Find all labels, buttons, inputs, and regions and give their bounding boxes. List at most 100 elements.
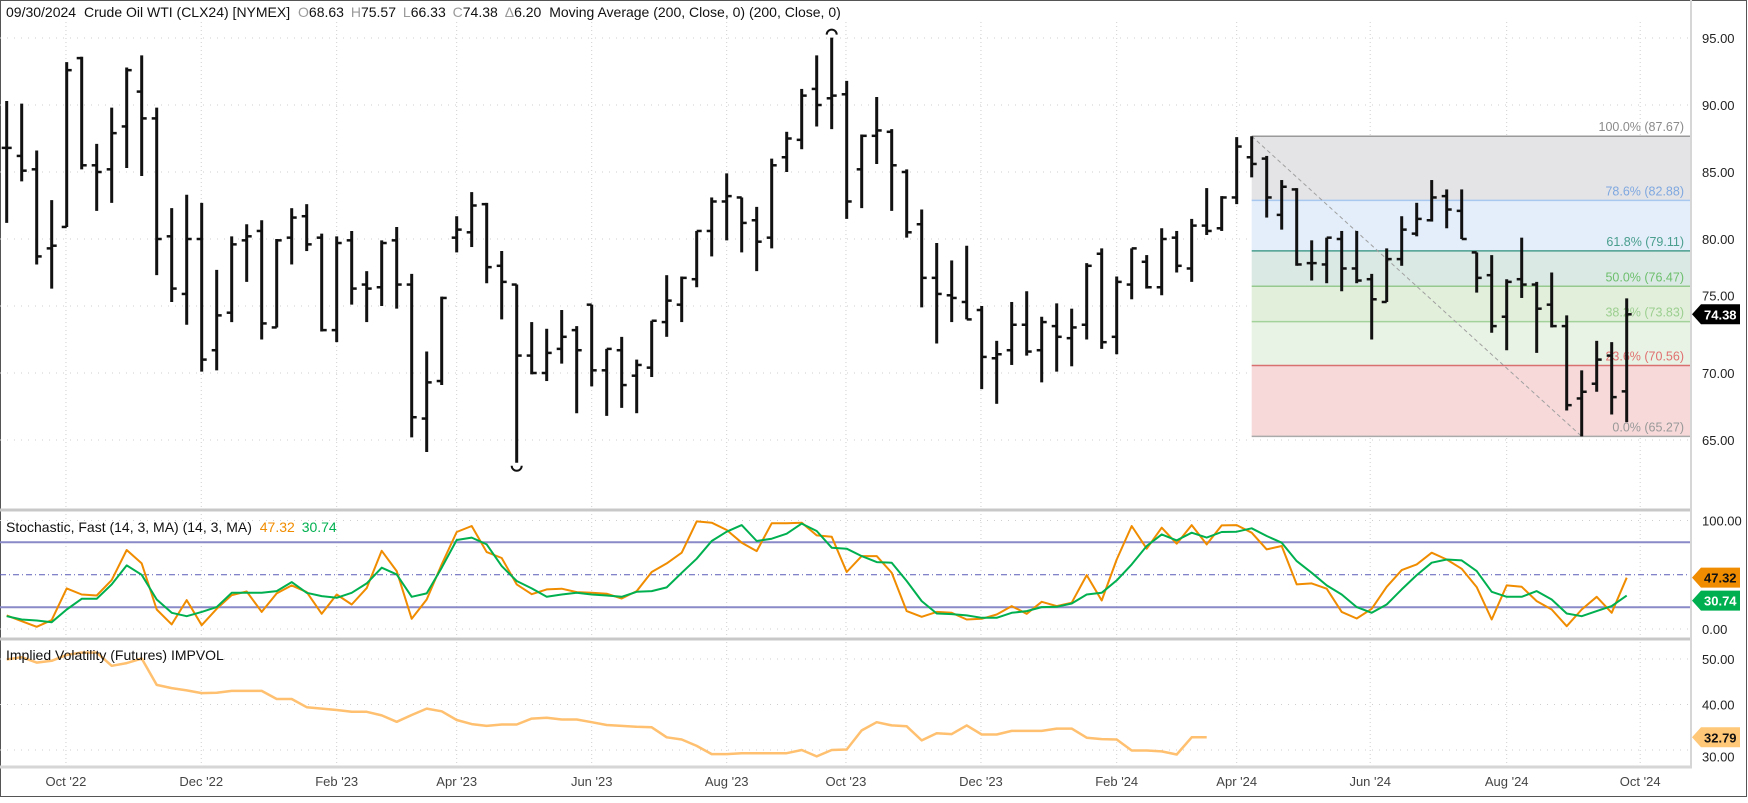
fib-zone [1251,286,1690,322]
ohlc-bar [751,206,762,272]
stochastic-k-tag: 47.32 [1692,567,1740,588]
implied-volatility-panel [6,651,1207,758]
ohlc-bar [646,319,657,378]
ohlc-bar [1021,291,1032,356]
ohlc-bar [1366,273,1377,340]
fibonacci-retracement[interactable]: 100.0% (87.67) 78.6% (82.88) 61.8% (79.11)… [1251,120,1690,438]
ohlc-bar [1381,248,1392,304]
stochastic-title-text: Stochastic, Fast (14, 3, MA) (14, 3, MA) [6,519,252,535]
ohlc-bar [616,336,627,408]
ohlc-bar [1606,342,1617,415]
change-value: 6.20 [514,4,541,20]
stochastic-panel [0,520,1690,628]
stochastic-d-line [6,522,1628,624]
stochastic-d-tag-text: 30.74 [1704,594,1737,609]
ohlc-bar [496,251,507,320]
x-tick-label: Oct '23 [826,774,867,789]
x-tick-label: Jun '23 [571,774,613,789]
ohlc-bar [1576,370,1587,437]
ohlc-bar [121,67,132,168]
open-value: 68.63 [309,4,344,20]
ohlc-bar [376,240,387,306]
ohlc-bar [196,202,207,372]
ohlc-bar [1276,180,1287,230]
y-tick-label: 0.00 [1702,622,1727,637]
ohlc-bar [571,326,582,414]
header-date: 09/30/2024 [6,4,76,20]
y-tick-label: 65.00 [1702,433,1735,448]
x-tick-label: Apr '23 [436,774,477,789]
ohlc-bar [781,131,792,172]
y-tick-label: 95.00 [1702,31,1735,46]
ohlc-bar [961,245,972,321]
change-label: Δ [505,4,514,20]
stochastic-k-line [6,520,1628,628]
ohlc-bar [661,275,672,337]
ohlc-bar [436,296,447,386]
ohlc-bar [151,107,162,276]
ohlc-bar [1246,136,1257,178]
ohlc-bar [16,103,27,182]
ohlc-bar [526,322,537,375]
ohlc-bar [991,340,1002,404]
ohlc-bar [391,226,402,309]
ohlc-bar [766,158,777,249]
ohlc-bar [481,202,492,284]
ohlc-bar [76,56,87,170]
fib-level-label: 78.6% (82.88) [1605,184,1684,198]
fib-zone [1251,200,1690,251]
ohlc-bar [826,37,837,130]
ohlc-bar [1111,276,1122,355]
ohlc-bar [676,276,687,323]
ohlc-bar [241,224,252,282]
ohlc-bar [91,143,102,211]
ohlc-bar [1561,315,1572,411]
ohlc-bar [691,229,702,288]
ohlc-bar [1546,272,1557,328]
fib-level-label: 50.0% (76.47) [1605,270,1684,284]
x-tick-label: Dec '22 [179,774,223,789]
implied-volatility-title[interactable]: Implied Volatility (Futures) IMPVOL [6,647,224,663]
ohlc-bar [181,194,192,325]
ohlc-bar [736,196,747,253]
ohlc-bar [1471,251,1482,293]
fib-level-label: 38.2% (73.83) [1605,306,1684,320]
low-label: L [403,4,411,20]
y-tick-label: 85.00 [1702,165,1735,180]
ohlc-bar [301,204,312,252]
ohlc-bar [1261,155,1272,218]
x-tick-label: Apr '24 [1216,774,1257,789]
ohlc-bar [1531,281,1542,353]
implied-volatility-tag-text: 32.79 [1704,730,1737,745]
ohlc-bar [451,216,462,253]
ohlc-bar [226,236,237,323]
stochastic-title[interactable]: Stochastic, Fast (14, 3, MA) (14, 3, MA)… [6,519,337,535]
ohlc-bar [811,55,822,127]
ohlc-bar [106,107,117,203]
fib-zone [1251,136,1690,201]
ohlc-bar [286,208,297,265]
ohlc-bar [1306,240,1317,281]
ohlc-bar [1186,218,1197,282]
ohlc-bar [316,233,327,332]
y-tick-label: 90.00 [1702,98,1735,113]
stochastic-d-tag: 30.74 [1692,590,1740,611]
fib-level-label: 100.0% (87.67) [1599,120,1684,134]
close-label: C [453,4,463,20]
ohlc-bar [1456,189,1467,241]
ohlc-bar [1486,255,1497,333]
ohlc-bar [1126,247,1137,300]
study-label[interactable]: Moving Average (200, Close, 0) (200, Clo… [549,4,841,20]
fib-trend-line[interactable] [1251,135,1583,437]
swing-high-marker [825,28,838,35]
ohlc-bar [1426,180,1437,222]
ohlc-bar [31,150,42,265]
ohlc-bar [421,351,432,453]
ohlc-bar [1081,263,1092,340]
ohlc-bar [856,134,867,209]
ohlc-bar [331,236,342,343]
ohlc-bar [871,96,882,164]
ohlc-bar [256,220,267,340]
ohlc-bar [1591,340,1602,392]
